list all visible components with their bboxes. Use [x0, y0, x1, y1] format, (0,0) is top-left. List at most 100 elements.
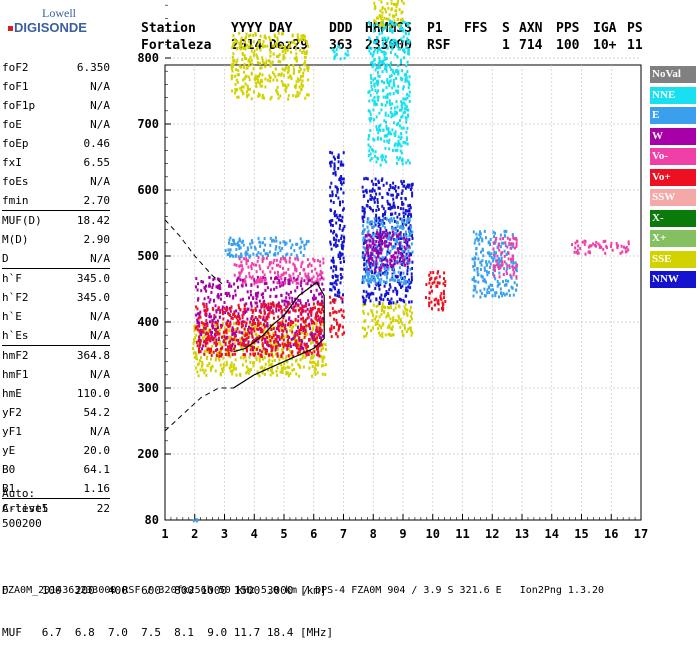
echo-point	[409, 286, 412, 290]
echo-point	[321, 271, 324, 275]
echo-point	[377, 235, 380, 239]
param-row: h`F2 345.0	[2, 288, 110, 307]
echo-point	[308, 338, 311, 342]
echo-point	[279, 275, 282, 279]
param-name: fmin	[2, 194, 29, 207]
echo-point	[396, 192, 399, 196]
echo-point	[408, 282, 411, 286]
echo-point	[391, 193, 394, 197]
echo-point	[256, 259, 259, 263]
echo-point	[281, 369, 284, 373]
echo-point	[256, 285, 259, 289]
echo-point	[286, 48, 289, 52]
echo-point	[204, 344, 207, 348]
echo-point	[502, 273, 505, 276]
echo-point	[312, 306, 314, 310]
echo-point	[248, 59, 251, 63]
echo-point	[281, 273, 284, 277]
echo-point	[396, 236, 398, 240]
echo-point	[368, 243, 371, 247]
echo-point	[227, 292, 230, 296]
echo-point	[391, 277, 394, 281]
echo-point	[294, 318, 297, 322]
echo-point	[257, 280, 260, 284]
echo-point	[249, 61, 252, 65]
echo-point	[373, 58, 376, 62]
echo-point	[402, 1, 405, 5]
echo-point	[288, 41, 291, 45]
echo-point	[370, 157, 373, 160]
echo-point	[387, 237, 390, 240]
echo-point	[307, 239, 310, 243]
echo-point	[306, 345, 309, 348]
echo-point	[494, 277, 497, 281]
echo-point	[411, 311, 413, 315]
echo-point	[373, 254, 376, 258]
echo-point	[379, 268, 382, 272]
echo-point	[324, 343, 327, 347]
echo-point	[443, 296, 445, 300]
echo-point	[321, 372, 324, 376]
echo-point	[378, 24, 381, 27]
echo-point	[371, 263, 374, 266]
echo-point	[341, 200, 344, 204]
echo-point	[277, 327, 280, 331]
echo-point	[333, 300, 336, 304]
echo-point	[372, 53, 375, 57]
echo-point	[243, 344, 246, 347]
echo-point	[272, 344, 275, 348]
echo-point	[407, 285, 410, 289]
echo-point	[262, 315, 265, 319]
echo-point	[340, 296, 343, 300]
echo-point	[249, 33, 252, 37]
echo-point	[313, 333, 316, 337]
echo-point	[291, 40, 294, 44]
echo-point	[385, 240, 388, 244]
echo-point	[213, 333, 216, 336]
echo-point	[294, 297, 297, 301]
echo-point	[226, 294, 228, 297]
echo-point	[393, 132, 396, 136]
echo-point	[406, 60, 409, 64]
echo-point	[410, 272, 413, 276]
echo-point	[407, 213, 410, 216]
echo-point	[214, 349, 217, 352]
echo-point	[410, 333, 413, 337]
echo-point	[343, 236, 346, 240]
echo-point	[363, 210, 366, 214]
echo-point	[584, 240, 587, 243]
echo-point	[297, 298, 300, 302]
echo-point	[506, 252, 508, 256]
echo-point	[264, 243, 267, 247]
param-name: B1	[2, 482, 16, 495]
echo-point	[242, 333, 245, 337]
echo-point	[249, 360, 252, 364]
y-tick-label: 800	[137, 51, 159, 65]
echo-point	[266, 326, 269, 330]
echo-point	[367, 154, 370, 158]
echo-point	[329, 185, 332, 189]
echo-point	[221, 344, 224, 348]
echo-point	[312, 275, 315, 279]
echo-point	[436, 281, 439, 285]
echo-point	[338, 327, 340, 330]
echo-point	[341, 219, 344, 223]
echo-point	[235, 263, 238, 267]
echo-point	[366, 220, 369, 224]
echo-point	[285, 241, 288, 245]
echo-point	[388, 13, 391, 17]
echo-point	[385, 160, 388, 164]
echo-point	[330, 266, 333, 270]
echo-point	[304, 96, 307, 100]
header-value-3: 363	[329, 38, 353, 53]
echo-point	[384, 216, 387, 220]
echo-point	[368, 149, 371, 153]
echo-point	[205, 319, 208, 323]
echo-point	[384, 52, 387, 55]
echo-point	[258, 299, 261, 303]
echo-point	[497, 261, 500, 265]
echo-point	[267, 305, 270, 309]
echo-point	[304, 318, 307, 322]
echo-point	[409, 326, 412, 330]
echo-point	[284, 258, 287, 262]
